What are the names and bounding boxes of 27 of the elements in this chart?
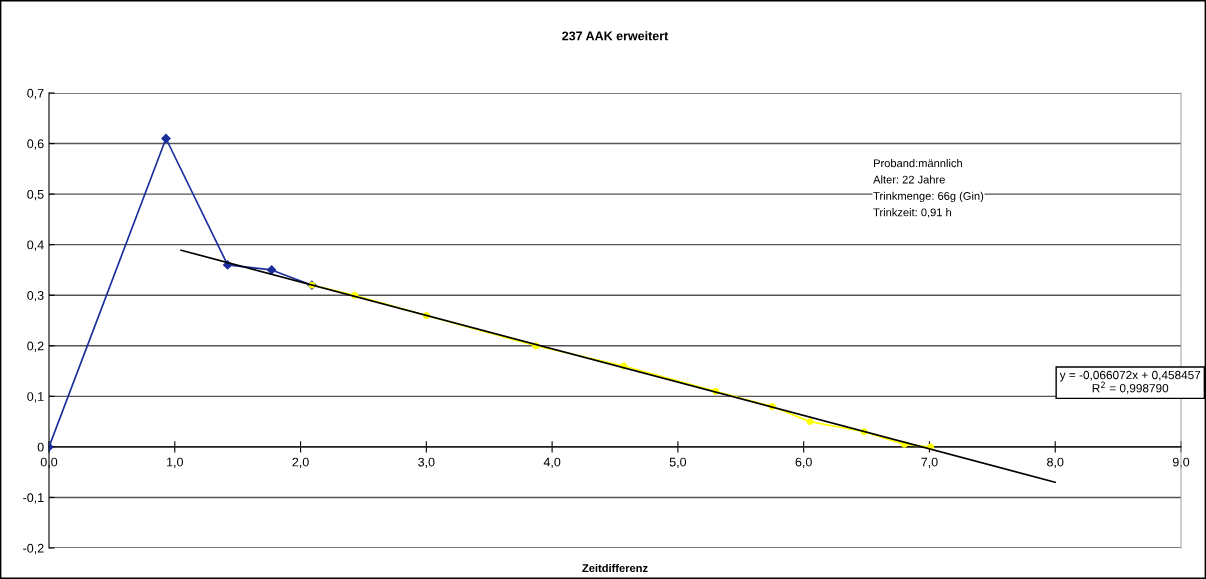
annotation: Trinkzeit: 0,91 h [873,208,952,218]
y-tick-label: -0,2 [23,543,44,555]
y-tick-label: 0,2 [27,341,44,352]
y-tick-label: 0,6 [27,139,44,150]
x-tick-label: 3,0 [418,457,435,468]
y-tick-label: 0,1 [27,392,44,403]
x-tick-label: 1,0 [167,457,183,468]
x-tick-label: 4,0 [543,457,561,468]
x-tick-label: 8,0 [1047,457,1064,468]
x-tick-label: 5,0 [669,457,687,468]
x-tick-label: 6,0 [795,457,812,468]
y-tick-label: 0 [37,442,44,452]
x-tick-label: 2,0 [292,457,309,468]
y-tick-label: -0,1 [23,493,44,504]
annotation: Trinkmenge: 66g (Gin) [873,191,984,203]
annotation: Alter: 22 Jahre [873,175,945,184]
x-tick-label: 9,0 [1172,457,1190,468]
y-tick-label: 0,3 [27,291,44,302]
y-tick-label: 0,7 [27,88,44,100]
annotation: R$^{2}$ = 0,998790 [1092,381,1169,394]
annotation: y = -0,066072x + 0,458457 [1059,370,1201,382]
x-axis-title: Zeitdifferenz [582,563,648,573]
y-tick-label: 0,4 [27,240,44,251]
annotation: Proband:männlich [874,158,962,168]
x-tick-label: 7,0 [921,457,938,468]
y-tick-label: 0,5 [27,189,44,201]
chart-title: 237 AAK erweitert [562,31,669,41]
